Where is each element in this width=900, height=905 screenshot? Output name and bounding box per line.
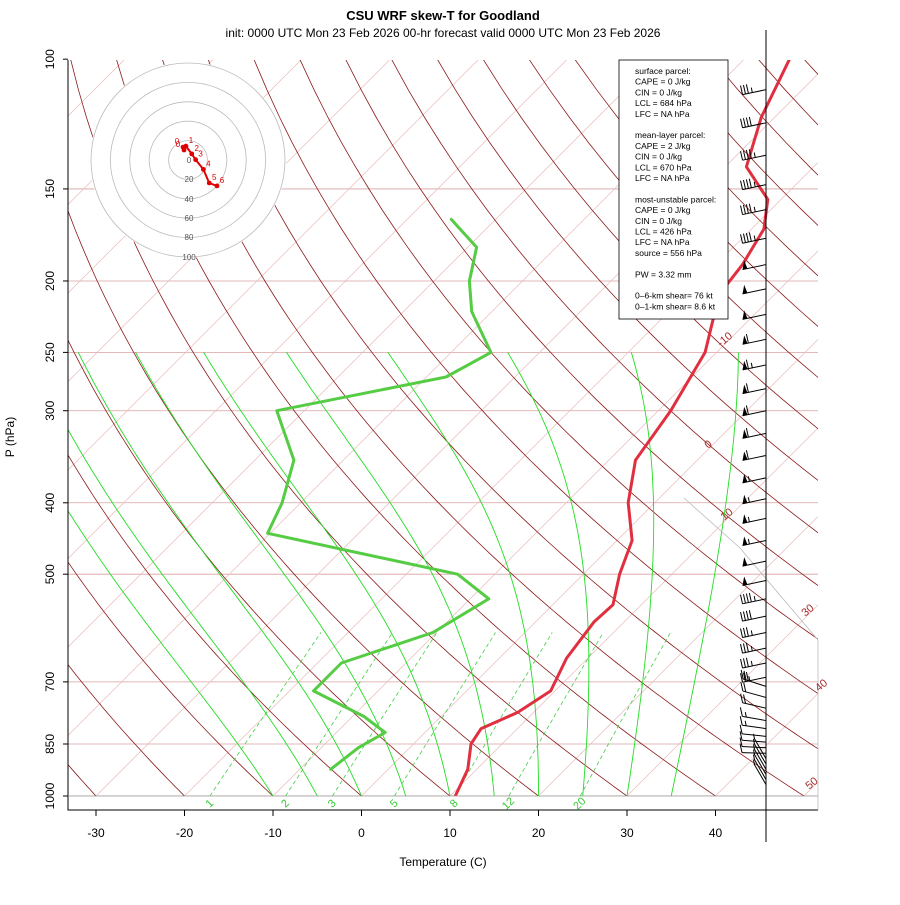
info-box-line: CAPE = 2 J/kg (635, 141, 691, 151)
hodograph-point-label: 5 (212, 173, 217, 182)
info-box-line: PW = 3.32 mm (635, 269, 691, 279)
hodograph-point-label: 3 (198, 150, 203, 159)
y-tick-label: 500 (43, 564, 57, 584)
info-box-line: CIN = 0 J/kg (635, 216, 682, 226)
info-box-line: 0–6-km shear= 76 kt (635, 291, 713, 301)
hodograph-point-label: 6 (220, 176, 225, 185)
hodograph-point-label: 4 (206, 159, 211, 168)
hodograph-ring-label: 40 (185, 195, 194, 204)
info-box-line: CIN = 0 J/kg (635, 87, 682, 97)
y-tick-label: 400 (43, 492, 57, 512)
info-box-line: LFC = NA hPa (635, 109, 690, 119)
y-tick-label: 1000 (43, 782, 57, 809)
info-box-line: mean-layer parcel: (635, 130, 705, 140)
hodograph-point-label: 1 (189, 136, 194, 145)
info-box-line: most-unstable parcel: (635, 194, 716, 204)
y-tick-label: 850 (43, 734, 57, 754)
hodograph-point (189, 151, 194, 156)
info-box-line: surface parcel: (635, 66, 691, 76)
y-tick-label: 100 (43, 49, 57, 69)
info-box-line: LFC = NA hPa (635, 173, 690, 183)
hodograph-point (215, 183, 220, 188)
x-tick-label: 0 (358, 826, 365, 840)
y-tick-label: 300 (43, 400, 57, 420)
x-tick-label: -20 (176, 826, 194, 840)
x-tick-label: 10 (443, 826, 457, 840)
hodograph-point (184, 144, 189, 149)
hodograph-ring-label: 80 (185, 233, 194, 242)
info-box-line: CAPE = 0 J/kg (635, 77, 691, 87)
info-box-line: 0–1-km shear= 8.6 kt (635, 301, 716, 311)
info-box-line: LFC = NA hPa (635, 237, 690, 247)
info-box-line: CIN = 0 J/kg (635, 152, 682, 162)
hodograph-point (193, 157, 198, 162)
x-tick-label: -30 (87, 826, 105, 840)
y-axis-label: P (hPa) (3, 417, 17, 457)
hodograph-ring-label: 100 (182, 253, 196, 262)
chart-subtitle: init: 0000 UTC Mon 23 Feb 2026 00-hr for… (226, 26, 661, 40)
y-tick-label: 150 (43, 179, 57, 199)
y-tick-label: 250 (43, 342, 57, 362)
y-tick-label: 700 (43, 672, 57, 692)
hodograph-point (201, 167, 206, 172)
hodograph-point (207, 181, 212, 186)
info-box-line: LCL = 670 hPa (635, 162, 692, 172)
info-box-line: LCL = 426 hPa (635, 227, 692, 237)
hodograph-ring-label: 60 (185, 214, 194, 223)
info-box-line: source = 556 hPa (635, 248, 702, 258)
x-axis-label: Temperature (C) (399, 855, 486, 869)
info-box-line: CAPE = 0 J/kg (635, 205, 691, 215)
info-box-line: LCL = 684 hPa (635, 98, 692, 108)
hodograph-ring-label: 0 (187, 156, 192, 165)
x-tick-label: 40 (709, 826, 723, 840)
x-tick-label: 30 (620, 826, 634, 840)
hodograph-ring-label: 20 (185, 175, 194, 184)
x-tick-label: -10 (264, 826, 282, 840)
hodograph-point-label: 0 (175, 137, 180, 146)
chart-title: CSU WRF skew-T for Goodland (346, 8, 540, 23)
x-tick-label: 20 (532, 826, 546, 840)
y-tick-label: 200 (43, 271, 57, 291)
